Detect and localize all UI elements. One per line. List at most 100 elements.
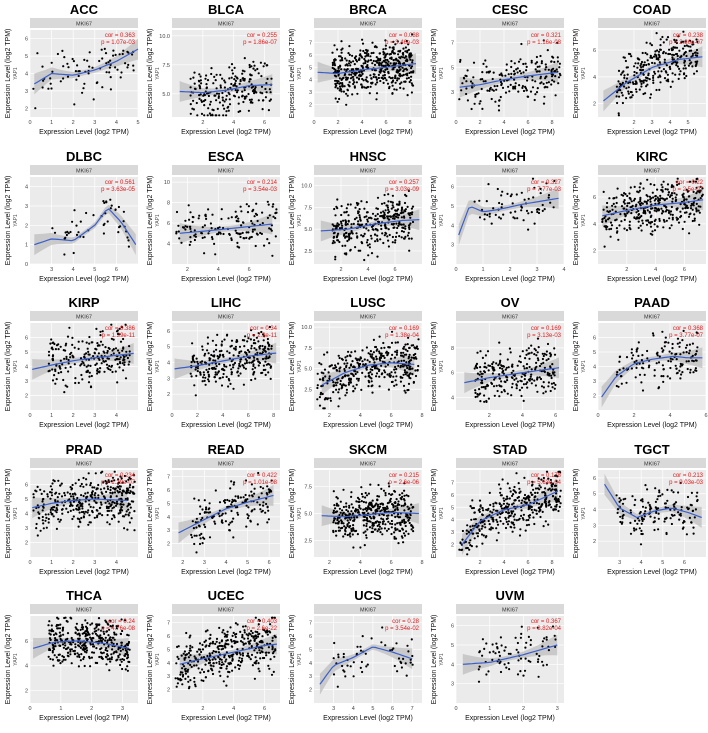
data-point — [331, 241, 334, 244]
data-point — [625, 97, 628, 100]
data-point — [104, 479, 107, 482]
data-point — [396, 514, 399, 517]
panel-lihc: LIHC MKI67 0 2 4 6 8 2 3 4 5 6 cor = 0.34 p = 2.3e-11… — [144, 293, 284, 439]
data-point — [623, 212, 626, 215]
data-point — [189, 94, 192, 97]
data-point — [266, 505, 269, 508]
data-point — [215, 99, 218, 102]
fit-line — [34, 48, 139, 85]
data-point — [685, 360, 688, 363]
y-tick-label: 2.5 — [304, 248, 312, 254]
data-point — [62, 65, 65, 68]
data-point — [408, 516, 411, 519]
data-point — [633, 70, 636, 74]
data-point — [212, 109, 215, 112]
y-tick-label: 2.5 — [304, 387, 312, 393]
data-point — [491, 77, 494, 81]
data-point — [365, 524, 368, 527]
strip-background — [314, 164, 422, 175]
data-point — [401, 536, 404, 539]
data-point — [77, 525, 80, 528]
data-point — [664, 197, 667, 200]
data-point — [602, 208, 605, 211]
data-point — [250, 490, 253, 493]
data-point — [630, 199, 633, 202]
data-point — [358, 223, 361, 226]
data-point — [649, 56, 652, 59]
data-point — [391, 92, 394, 95]
data-point — [667, 52, 670, 56]
strip-background — [314, 18, 422, 28]
data-point — [356, 222, 360, 225]
data-point — [391, 76, 394, 79]
data-point — [479, 366, 482, 369]
data-point — [256, 500, 259, 503]
data-point — [223, 100, 226, 103]
y-tick-label: 4 — [593, 75, 596, 81]
data-point — [65, 355, 68, 358]
data-point — [393, 508, 396, 511]
data-point — [361, 360, 364, 363]
data-point — [701, 186, 704, 189]
data-point — [378, 61, 381, 64]
data-point — [199, 536, 202, 539]
data-point — [365, 226, 368, 230]
data-point — [80, 373, 83, 377]
data-point — [487, 364, 490, 367]
data-point — [69, 500, 72, 503]
data-point — [77, 478, 80, 481]
data-point — [205, 83, 208, 86]
data-point — [504, 91, 508, 94]
data-point — [675, 367, 678, 370]
data-point — [623, 76, 626, 79]
data-point — [375, 46, 378, 49]
data-point — [634, 376, 637, 379]
fit-line — [601, 355, 703, 398]
data-point — [98, 506, 101, 509]
data-point — [222, 355, 225, 358]
data-point — [385, 79, 388, 82]
data-point — [106, 513, 109, 516]
data-point — [32, 87, 35, 90]
y-tick-label: 2.5 — [304, 538, 312, 544]
data-point — [402, 359, 406, 362]
data-point — [623, 85, 626, 88]
data-point — [685, 204, 688, 207]
data-point — [636, 347, 639, 350]
y-tick-label: 7.5 — [304, 205, 312, 211]
data-point — [88, 375, 91, 378]
data-point — [341, 376, 344, 379]
data-point — [625, 228, 629, 231]
data-point — [47, 87, 50, 90]
data-point — [195, 374, 198, 377]
data-point — [487, 182, 490, 185]
data-point — [378, 525, 381, 528]
data-point — [246, 512, 249, 515]
data-point — [392, 375, 395, 378]
data-point — [337, 521, 340, 524]
data-point — [94, 363, 97, 367]
data-point — [666, 187, 669, 191]
data-point — [366, 66, 369, 69]
data-point — [222, 372, 225, 376]
data-point — [367, 216, 371, 219]
data-point — [237, 102, 240, 105]
data-point — [399, 375, 402, 378]
data-point — [248, 350, 251, 353]
data-point — [679, 215, 682, 218]
data-point — [234, 89, 237, 92]
data-point — [99, 367, 102, 370]
data-point — [60, 371, 63, 374]
data-point — [121, 52, 124, 56]
data-point — [688, 194, 691, 197]
data-point — [207, 352, 210, 355]
p-annotation: p = 2.6e-06 — [388, 480, 419, 486]
data-point — [627, 92, 630, 95]
data-point — [348, 73, 351, 76]
data-point — [363, 232, 366, 235]
data-point — [261, 211, 264, 214]
data-point — [528, 365, 531, 369]
data-point — [69, 230, 72, 233]
data-point — [339, 500, 342, 503]
data-point — [411, 84, 414, 87]
